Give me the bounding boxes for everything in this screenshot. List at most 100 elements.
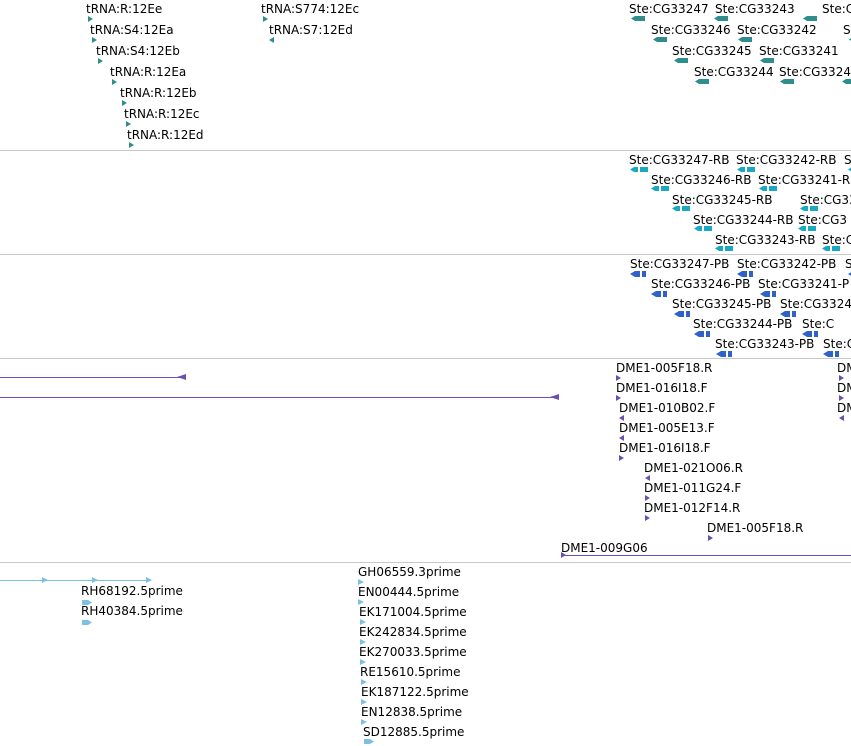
gene-arrow-icon[interactable] <box>738 37 752 42</box>
feature-label[interactable]: DME1-005E13.F <box>619 421 715 435</box>
feature-label[interactable]: Ste:CG33244-RB <box>693 213 794 227</box>
arrow-right-icon[interactable] <box>839 375 844 381</box>
peptide-arrow-icon[interactable] <box>780 311 796 317</box>
arrow-right-icon[interactable] <box>361 719 367 725</box>
feature-label[interactable]: Ste:C <box>802 317 835 331</box>
feature-label[interactable]: Ste:CG33247-PB <box>630 257 730 271</box>
feature-label[interactable]: EK270033.5prime <box>359 645 467 659</box>
feature-label[interactable]: Ste:CG33243 <box>715 2 795 16</box>
feature-label[interactable]: RH68192.5prime <box>81 584 183 598</box>
transcript-arrow-icon[interactable] <box>822 246 840 251</box>
arrow-right-icon[interactable] <box>360 619 366 625</box>
transcript-arrow-icon[interactable] <box>848 167 851 172</box>
peptide-arrow-icon[interactable] <box>823 351 839 357</box>
feature-label[interactable]: Ste:CG33246-RB <box>651 173 752 187</box>
feature-label[interactable]: EK242834.5prime <box>359 625 467 639</box>
feature-label[interactable]: DME1-011G24.F <box>644 481 742 495</box>
feature-label[interactable]: Ste:CG33245-PB <box>672 297 772 311</box>
peptide-arrow-icon[interactable] <box>848 271 851 277</box>
arrow-right-icon[interactable] <box>708 535 713 541</box>
peptide-arrow-icon[interactable] <box>802 331 818 337</box>
transcript-arrow-icon[interactable] <box>630 167 648 172</box>
transcript-arrow-icon[interactable] <box>694 226 712 231</box>
transcript-arrow-icon[interactable] <box>800 206 818 211</box>
feature-label[interactable]: tRNA:R:12Ee <box>86 2 163 16</box>
arrow-left-icon[interactable] <box>619 415 624 421</box>
feature-label[interactable]: RH40384.5prime <box>81 604 183 618</box>
arrow-right-icon[interactable] <box>361 699 367 705</box>
peptide-arrow-icon[interactable] <box>651 291 667 297</box>
feature-label[interactable]: DME1-012F14.R <box>644 501 741 515</box>
feature-label[interactable]: DME1-010B02.F <box>619 401 716 415</box>
arrow-left-icon[interactable] <box>619 435 624 441</box>
arrow-left-icon[interactable] <box>269 37 274 43</box>
feature-label[interactable]: Ste:C <box>822 233 851 247</box>
feature-label[interactable]: Ste:CG33241-R <box>758 173 851 187</box>
feature-label[interactable]: tRNA:R:12Ed <box>127 128 204 142</box>
feature-label[interactable]: tRNA:S4:12Eb <box>96 44 180 58</box>
feature-label[interactable]: DM <box>837 381 851 395</box>
feature-label[interactable]: Ste:CG33241 <box>759 44 839 58</box>
feature-label[interactable]: Ste:CG3 <box>798 213 848 227</box>
arrow-right-icon[interactable] <box>616 395 621 401</box>
feature-label[interactable]: tRNA:S774:12Ec <box>261 2 360 16</box>
alignment-line[interactable] <box>0 394 559 401</box>
feature-label[interactable]: Ste:CG33246-PB <box>651 277 751 291</box>
peptide-arrow-icon[interactable] <box>694 331 710 337</box>
arrow-right-icon[interactable] <box>616 375 621 381</box>
gene-arrow-icon[interactable] <box>653 37 667 42</box>
feature-label[interactable]: DME1-009G06 <box>561 541 648 555</box>
arrow-right-icon[interactable] <box>645 515 650 521</box>
feature-label[interactable]: Ste:CG33242-PB <box>737 257 837 271</box>
feature-label[interactable]: tRNA:R:12Eb <box>120 86 197 100</box>
feature-label[interactable]: Ste:CG33247-RB <box>629 153 730 167</box>
feature-label[interactable]: Ste:CG33247 <box>629 2 709 16</box>
alignment-line[interactable] <box>0 374 186 381</box>
gene-arrow-icon[interactable] <box>674 58 688 63</box>
gene-arrow-icon[interactable] <box>760 58 774 63</box>
feature-label[interactable]: RE15610.5prime <box>360 665 461 679</box>
feature-label[interactable]: EK171004.5prime <box>359 605 467 619</box>
feature-label[interactable]: Ste:CG33244-PB <box>693 317 793 331</box>
transcript-arrow-icon[interactable] <box>672 206 690 211</box>
feature-label[interactable]: DME1-016I18.F <box>616 381 708 395</box>
transcript-arrow-icon[interactable] <box>798 226 816 231</box>
gene-arrow-icon[interactable] <box>849 37 851 42</box>
est-arrow-icon[interactable] <box>82 600 92 605</box>
feature-label[interactable]: Ste:CG3324 <box>779 65 851 79</box>
arrow-right-icon[interactable] <box>263 16 268 22</box>
feature-label[interactable]: Ste:CG33245 <box>672 44 752 58</box>
arrow-right-icon[interactable] <box>619 455 624 461</box>
gene-arrow-icon[interactable] <box>714 16 728 21</box>
arrow-left-icon[interactable] <box>839 415 844 421</box>
feature-label[interactable]: DM <box>837 361 851 375</box>
feature-label[interactable]: tRNA:R:12Ec <box>124 107 200 121</box>
est-arrow-icon[interactable] <box>82 620 92 625</box>
feature-label[interactable]: S <box>845 257 851 271</box>
feature-label[interactable]: tRNA:S4:12Ea <box>90 23 174 37</box>
arrow-right-icon[interactable] <box>360 659 366 665</box>
peptide-arrow-icon[interactable] <box>716 351 732 357</box>
feature-label[interactable]: Ste:CG3 <box>822 2 851 16</box>
feature-label[interactable]: Ste:C <box>843 23 851 37</box>
alignment-line[interactable] <box>0 577 152 584</box>
peptide-arrow-icon[interactable] <box>674 311 690 317</box>
arrow-right-icon[interactable] <box>129 142 134 148</box>
feature-label[interactable]: Ste:C <box>823 337 851 351</box>
arrow-right-icon[interactable] <box>839 395 844 401</box>
feature-label[interactable]: EN12838.5prime <box>361 705 463 719</box>
feature-label[interactable]: Ste:CG33243-PB <box>715 337 815 351</box>
feature-label[interactable]: EN00444.5prime <box>358 585 460 599</box>
feature-label[interactable]: DM <box>837 401 851 415</box>
feature-label[interactable]: S <box>844 153 851 167</box>
arrow-right-icon[interactable] <box>92 37 97 43</box>
arrow-right-icon[interactable] <box>126 121 131 127</box>
transcript-arrow-icon[interactable] <box>715 246 733 251</box>
feature-label[interactable]: DME1-005F18.R <box>616 361 713 375</box>
arrow-right-icon[interactable] <box>122 100 127 106</box>
arrow-right-icon[interactable] <box>361 679 367 685</box>
feature-label[interactable]: DME1-021O06.R <box>644 461 743 475</box>
gene-arrow-icon[interactable] <box>780 79 794 84</box>
feature-label[interactable]: SD12885.5prime <box>363 725 465 739</box>
feature-label[interactable]: Ste:CG33246 <box>651 23 731 37</box>
